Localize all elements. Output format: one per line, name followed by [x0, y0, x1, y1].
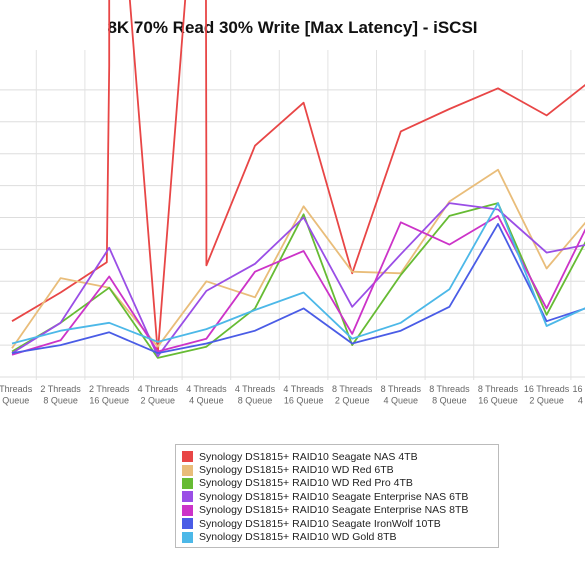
- legend-swatch: [182, 491, 193, 503]
- legend-item: Synology DS1815+ RAID10 WD Red Pro 4TB: [182, 477, 498, 490]
- x-tick-label: 2 Queue: [0, 396, 29, 406]
- x-tick-label: 16 Queue: [478, 396, 518, 406]
- x-tick-label: 4 Queue: [384, 396, 419, 406]
- series-line-6: [11, 222, 585, 355]
- legend-item: Synology DS1815+ RAID10 Seagate IronWolf…: [182, 517, 498, 530]
- legend-item: Synology DS1815+ RAID10 Seagate Enterpri…: [182, 504, 498, 517]
- x-tick-label: 2 Queue: [141, 396, 176, 406]
- x-tick-label: 16 Queue: [284, 396, 324, 406]
- x-tick-label: 4 Threads: [283, 384, 324, 394]
- series-line-5: [11, 214, 585, 356]
- x-axis-tick-labels: 1 Threads 2 Queue 2 Threads 8 Queue 2 Thread…: [0, 384, 585, 406]
- x-tick-label: 2 Queue: [529, 396, 564, 406]
- x-tick-label: 2 Threads: [40, 384, 81, 394]
- x-tick-label: 8 Queue: [432, 396, 467, 406]
- series-line-4: [11, 202, 585, 358]
- x-tick-label: 4 Threads: [186, 384, 227, 394]
- x-tick-label: 16 Queue: [89, 396, 129, 406]
- legend-label: Synology DS1815+ RAID10 WD Gold 8TB: [199, 531, 397, 544]
- x-tick-label: 2 Threads: [89, 384, 130, 394]
- x-tick-label: 8 Queue: [238, 396, 273, 406]
- x-tick-label: 1 Threads: [0, 384, 33, 394]
- legend-label: Synology DS1815+ RAID10 Seagate IronWolf…: [199, 517, 441, 530]
- x-tick-label: 8 Threads: [381, 384, 422, 394]
- x-tick-label: 16 Threads: [573, 384, 585, 394]
- x-tick-label: 16 Threads: [524, 384, 570, 394]
- x-tick-label: 8 Threads: [332, 384, 373, 394]
- x-tick-label: 4 Threads: [235, 384, 276, 394]
- x-tick-label: 8 Threads: [478, 384, 519, 394]
- legend-swatch: [182, 504, 193, 516]
- legend-label: Synology DS1815+ RAID10 WD Red 6TB: [199, 464, 394, 477]
- series-lines: [11, 0, 585, 359]
- series-line-7: [11, 202, 585, 345]
- x-tick-label: 2 Queue: [335, 396, 370, 406]
- legend-label: Synology DS1815+ RAID10 Seagate NAS 4TB: [199, 450, 418, 463]
- x-tick-label: 4 Queue: [189, 396, 224, 406]
- x-tick-label: 8 Queue: [43, 396, 78, 406]
- legend-item: Synology DS1815+ RAID10 Seagate NAS 4TB: [182, 450, 498, 463]
- x-tick-label: 4 Queue: [578, 396, 585, 406]
- legend-swatch: [182, 531, 193, 543]
- x-tick-label: 4 Threads: [138, 384, 179, 394]
- legend-label: Synology DS1815+ RAID10 Seagate Enterpri…: [199, 490, 469, 503]
- legend-item: Synology DS1815+ RAID10 WD Red 6TB: [182, 463, 498, 476]
- legend-label: Synology DS1815+ RAID10 Seagate Enterpri…: [199, 504, 469, 517]
- legend-swatch: [182, 477, 193, 489]
- legend-label: Synology DS1815+ RAID10 WD Red Pro 4TB: [199, 477, 413, 490]
- legend-item: Synology DS1815+ RAID10 WD Gold 8TB: [182, 530, 498, 543]
- legend-swatch: [182, 518, 193, 530]
- series-line-2: [11, 168, 585, 349]
- series-line-1: [11, 0, 585, 355]
- x-tick-label: 8 Threads: [429, 384, 470, 394]
- chart-title: 8K 70% Read 30% Write [Max Latency] - iS…: [107, 18, 478, 37]
- legend-swatch: [182, 451, 193, 463]
- legend-swatch: [182, 464, 193, 476]
- legend: Synology DS1815+ RAID10 Seagate NAS 4TB S…: [175, 444, 499, 548]
- grid: [0, 50, 585, 380]
- legend-item: Synology DS1815+ RAID10 Seagate Enterpri…: [182, 490, 498, 503]
